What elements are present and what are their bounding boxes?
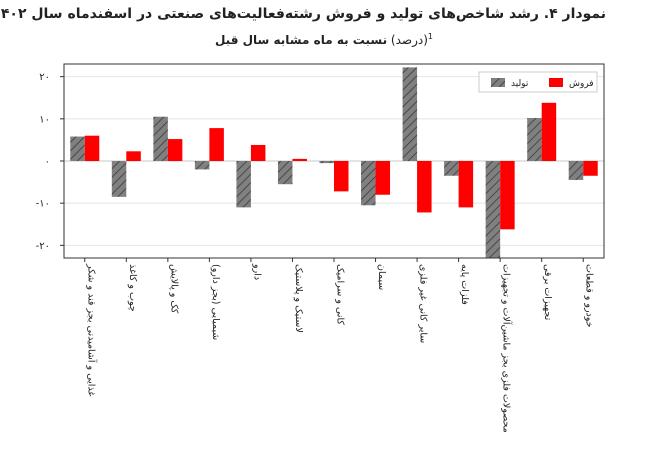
sales-bar: [250, 144, 266, 161]
sales-bar: [167, 139, 183, 161]
subtitle-main: نسبت به ماه مشابه سال قبل: [214, 33, 388, 47]
sales-bar: [541, 102, 557, 161]
category-label: لاستیک و پلاستیک: [293, 264, 304, 333]
chart-title: نمودار ۴. رشد شاخص‌های تولید و فروش رشته…: [0, 6, 606, 22]
production-bar: [277, 161, 293, 185]
sales-bar: [583, 161, 598, 176]
production-bar: [527, 117, 542, 161]
sales-bar: [84, 135, 100, 161]
production-bar: [319, 161, 334, 164]
production-bar: [111, 161, 127, 197]
category-label: خودرو و قطعات: [584, 264, 595, 328]
y-tick-label: -۱۰: [36, 199, 50, 210]
legend-swatch-sales: [549, 78, 563, 87]
y-tick-label: ۲۰: [39, 72, 50, 83]
production-bar: [153, 116, 168, 161]
legend-label-sales: فروش: [569, 79, 594, 89]
legend-swatch-production: [491, 78, 505, 87]
production-bar: [568, 161, 584, 180]
sales-bar: [292, 158, 307, 161]
footnote-mark: 1: [427, 32, 434, 41]
plot-area: ۲۰ ۱۰ ۰ -۱۰ -۲۰ غذایی و آشامیدنی بجز قند و شک…: [36, 63, 605, 433]
production-bar: [402, 67, 418, 161]
production-bar: [194, 161, 210, 170]
sales-bar: [500, 161, 515, 230]
sales-bar: [209, 128, 224, 161]
y-tick-label: -۲۰: [36, 241, 50, 252]
production-bar: [485, 161, 501, 258]
y-tick-label: ۱۰: [39, 114, 50, 125]
category-label: غذایی و آشامیدنی بجز قند و شکر: [85, 263, 98, 396]
production-bar: [444, 161, 459, 176]
sales-bar: [375, 161, 391, 195]
category-label: دارو: [251, 263, 262, 280]
production-bar: [236, 161, 251, 208]
category-label: تجهیزات برقی: [542, 264, 553, 321]
sales-bar: [417, 161, 432, 213]
category-label: فلزات پایه: [459, 264, 470, 305]
subtitle-unit: (درصد): [390, 33, 428, 47]
production-bar: [361, 161, 376, 206]
sales-bar: [458, 161, 474, 208]
chart-subtitle: 1(درصد) نسبت به ماه مشابه سال قبل: [0, 32, 648, 47]
category-label: شیمیایی (بجز دارو): [210, 264, 221, 340]
sales-bar: [334, 161, 349, 192]
category-label: کک و پالایش: [168, 264, 179, 314]
category-label: محصولات فلزی بجز ماشین‌آلات و تجهیزات: [501, 264, 514, 433]
category-label: چوب و کاغذ: [127, 264, 138, 312]
category-label: سیمان: [376, 264, 387, 290]
y-tick-label: ۰: [45, 157, 50, 168]
legend-box: [478, 71, 598, 93]
sales-bar: [126, 151, 141, 161]
production-bar: [70, 136, 85, 161]
legend-label-production: تولید: [511, 79, 529, 89]
category-label: کانی و سرامیک: [335, 264, 346, 325]
category-label: سایر کانی غیر فلزی: [418, 264, 429, 343]
